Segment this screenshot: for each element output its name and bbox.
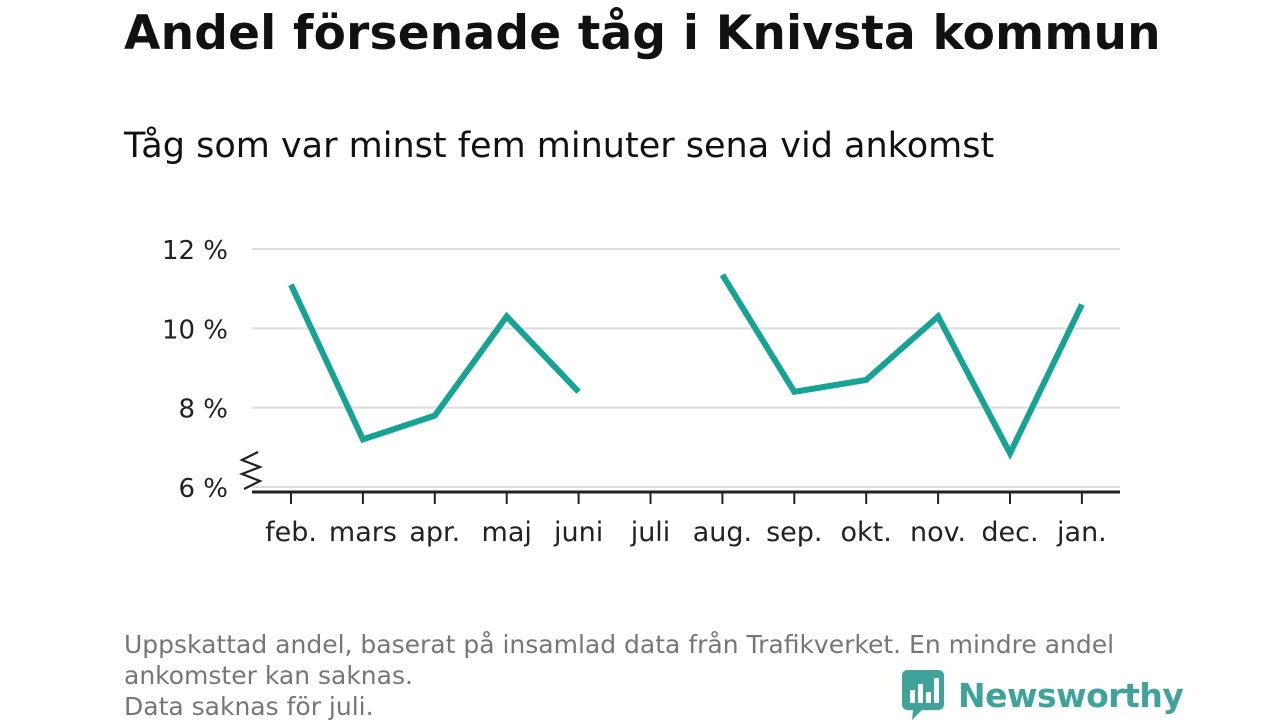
x-tick-label: juli: [630, 517, 671, 548]
footnote: Uppskattad andel, baserat på insamlad da…: [124, 629, 1164, 722]
chart-subtitle: Tåg som var minst fem minuter sena vid a…: [124, 126, 995, 166]
gridlines: [252, 248, 1120, 488]
series-line: [288, 283, 581, 444]
x-tick-label: sep.: [766, 517, 822, 548]
x-tick-label: jan.: [1056, 517, 1107, 548]
x-tick-label: okt.: [841, 517, 892, 548]
x-tick-label: dec.: [981, 517, 1038, 548]
series-line: [719, 273, 1085, 460]
line-chart: 6 % 8 % 10 % 12 % feb. mars apr. maj juni juli au…: [162, 236, 1120, 548]
axis-break-icon: [238, 451, 264, 490]
newsworthy-chat-icon: [902, 670, 944, 720]
x-tick-label: juni: [553, 517, 603, 548]
footnote-line: Data saknas för juli.: [124, 692, 374, 721]
y-tick-label: 6 %: [178, 474, 228, 504]
newsworthy-logo: Newsworthy: [902, 670, 1184, 720]
x-axis: [238, 451, 1120, 504]
x-tick-label: aug.: [693, 517, 752, 548]
series-lines: [288, 273, 1085, 460]
x-tick-label: maj: [482, 517, 532, 548]
x-tick-label: mars: [329, 517, 397, 548]
x-tick-label: feb.: [265, 517, 317, 548]
brand-name: Newsworthy: [958, 675, 1184, 715]
y-tick-label: 10 %: [162, 315, 228, 345]
x-tick-labels: feb. mars apr. maj juni juli aug. sep. okt. nov. d…: [265, 517, 1107, 548]
y-tick-label: 8 %: [178, 395, 228, 425]
footnote-line: ankomster kan saknas.: [124, 661, 413, 690]
y-tick-labels: 6 % 8 % 10 % 12 %: [162, 236, 228, 504]
x-tick-label: apr.: [409, 517, 460, 548]
footnote-line: Uppskattad andel, baserat på insamlad da…: [124, 630, 1115, 659]
chart-title: Andel försenade tåg i Knivsta kommun: [124, 6, 1161, 61]
y-tick-label: 12 %: [162, 236, 228, 266]
x-tick-label: nov.: [910, 517, 966, 548]
